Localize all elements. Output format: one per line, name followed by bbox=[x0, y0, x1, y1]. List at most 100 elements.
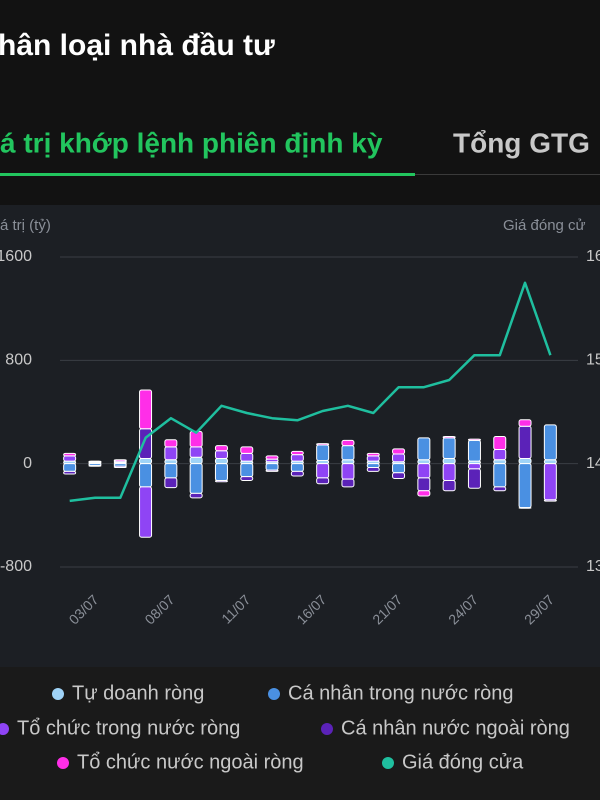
bar-segment bbox=[543, 499, 557, 502]
chart-panel bbox=[0, 205, 600, 667]
legend-marker bbox=[0, 723, 9, 735]
bar-segment bbox=[493, 436, 507, 450]
bar-segment bbox=[214, 479, 228, 483]
bar-segment bbox=[493, 486, 507, 492]
legend-panel bbox=[0, 667, 600, 800]
bar-segment bbox=[139, 458, 153, 465]
bar-segment bbox=[290, 463, 304, 472]
bar-segment bbox=[493, 448, 507, 461]
bar-segment bbox=[240, 476, 254, 481]
bar-segment bbox=[139, 389, 153, 430]
y-tick-label: 800 bbox=[5, 352, 32, 369]
bar-segment bbox=[518, 463, 532, 509]
bar-segment bbox=[113, 465, 127, 469]
bar-segment bbox=[164, 463, 178, 479]
bar-segment bbox=[316, 443, 330, 446]
bar-segment bbox=[518, 507, 532, 509]
y-axis-label: á trị (tỷ) bbox=[0, 217, 51, 234]
bar-segment bbox=[265, 469, 279, 472]
bar-segment bbox=[290, 454, 304, 462]
bar-segment bbox=[214, 445, 228, 452]
bar-segment bbox=[88, 465, 102, 467]
legend-marker bbox=[52, 688, 64, 700]
bar-segment bbox=[493, 459, 507, 465]
bar-segment bbox=[316, 477, 330, 485]
bar-segment bbox=[240, 452, 254, 462]
bar-segment bbox=[518, 458, 532, 465]
bar-segment bbox=[240, 446, 254, 454]
bar-segment bbox=[442, 437, 456, 460]
bar-segment bbox=[88, 460, 102, 463]
bar-segment bbox=[265, 455, 279, 460]
bar-segment bbox=[316, 463, 330, 479]
y2-tick-label: 1600 bbox=[586, 248, 600, 265]
bar-segment bbox=[467, 439, 481, 462]
bar-segment bbox=[63, 452, 77, 457]
page-title: hân loại nhà đầu tư bbox=[0, 29, 275, 62]
bar-segment bbox=[63, 463, 77, 472]
bar-segment bbox=[366, 455, 380, 462]
bar-segment bbox=[518, 425, 532, 460]
y-tick-label: 1600 bbox=[0, 248, 32, 265]
bar-segment bbox=[214, 458, 228, 465]
bar-segment bbox=[518, 419, 532, 427]
bar-segment bbox=[417, 490, 431, 497]
bar-segment bbox=[543, 424, 557, 461]
bar-segment bbox=[467, 468, 481, 489]
legend-marker bbox=[57, 757, 69, 769]
bar-segment bbox=[417, 437, 431, 461]
legend-label: Tự doanh ròng bbox=[72, 682, 204, 704]
bar-segment bbox=[341, 459, 355, 465]
bar-segment bbox=[113, 459, 127, 462]
bar-segment bbox=[493, 463, 507, 488]
legend-marker bbox=[321, 723, 333, 735]
bar-segment bbox=[543, 459, 557, 465]
bar-segment bbox=[392, 472, 406, 480]
bar-segment bbox=[189, 492, 203, 499]
tab-underline bbox=[0, 173, 415, 176]
tab[interactable]: Tổng GTG bbox=[453, 127, 590, 158]
bar-segment bbox=[341, 445, 355, 461]
legend-label: Cá nhân nước ngoài ròng bbox=[341, 717, 570, 739]
y2-tick-label: 1300 bbox=[586, 558, 600, 575]
price-line bbox=[69, 281, 552, 503]
bar-segment bbox=[189, 463, 203, 494]
bar-segment bbox=[392, 453, 406, 463]
y2-axis-label: Giá đóng cử bbox=[503, 217, 586, 234]
legend: Tự doanh ròng Cá nhân trong nước ròng Tổ c… bbox=[0, 682, 570, 773]
bar-segment bbox=[341, 478, 355, 488]
bar-segment bbox=[316, 444, 330, 461]
y-tick-label: -800 bbox=[0, 558, 32, 575]
tab-divider bbox=[415, 174, 600, 175]
y2-tick-label: 1400 bbox=[586, 455, 600, 472]
legend-label: Tổ chức nước ngoài ròng bbox=[77, 751, 304, 773]
bar-segment bbox=[442, 436, 456, 439]
bar-segment bbox=[63, 455, 77, 462]
bar-segment bbox=[164, 477, 178, 489]
bar-segment bbox=[265, 463, 279, 471]
tab-active[interactable]: á trị khớp lệnh phiên định kỳ bbox=[0, 127, 383, 158]
y2-tick-label: 1500 bbox=[586, 352, 600, 369]
bar-segment bbox=[467, 438, 481, 441]
bar-segment bbox=[341, 463, 355, 480]
bar-segment bbox=[442, 479, 456, 492]
bar-segment bbox=[214, 450, 228, 459]
legend-marker bbox=[268, 688, 280, 700]
bar-segment bbox=[139, 486, 153, 538]
bar-segment bbox=[290, 470, 304, 477]
bar-segment bbox=[442, 458, 456, 465]
bar-segment bbox=[417, 459, 431, 465]
bar-segment bbox=[164, 446, 178, 461]
bar-segment bbox=[139, 463, 153, 488]
bar-segment bbox=[240, 463, 254, 478]
bar-segment bbox=[392, 448, 406, 455]
legend-label: Cá nhân trong nước ròng bbox=[288, 682, 514, 704]
bar-segment bbox=[214, 463, 228, 481]
bar-segment bbox=[417, 477, 431, 492]
bar-segment bbox=[467, 463, 481, 470]
bar-segment bbox=[366, 452, 380, 457]
legend-label: Giá đóng cửa bbox=[402, 751, 524, 773]
bar-segment bbox=[290, 450, 304, 456]
bar-segment bbox=[442, 463, 456, 481]
